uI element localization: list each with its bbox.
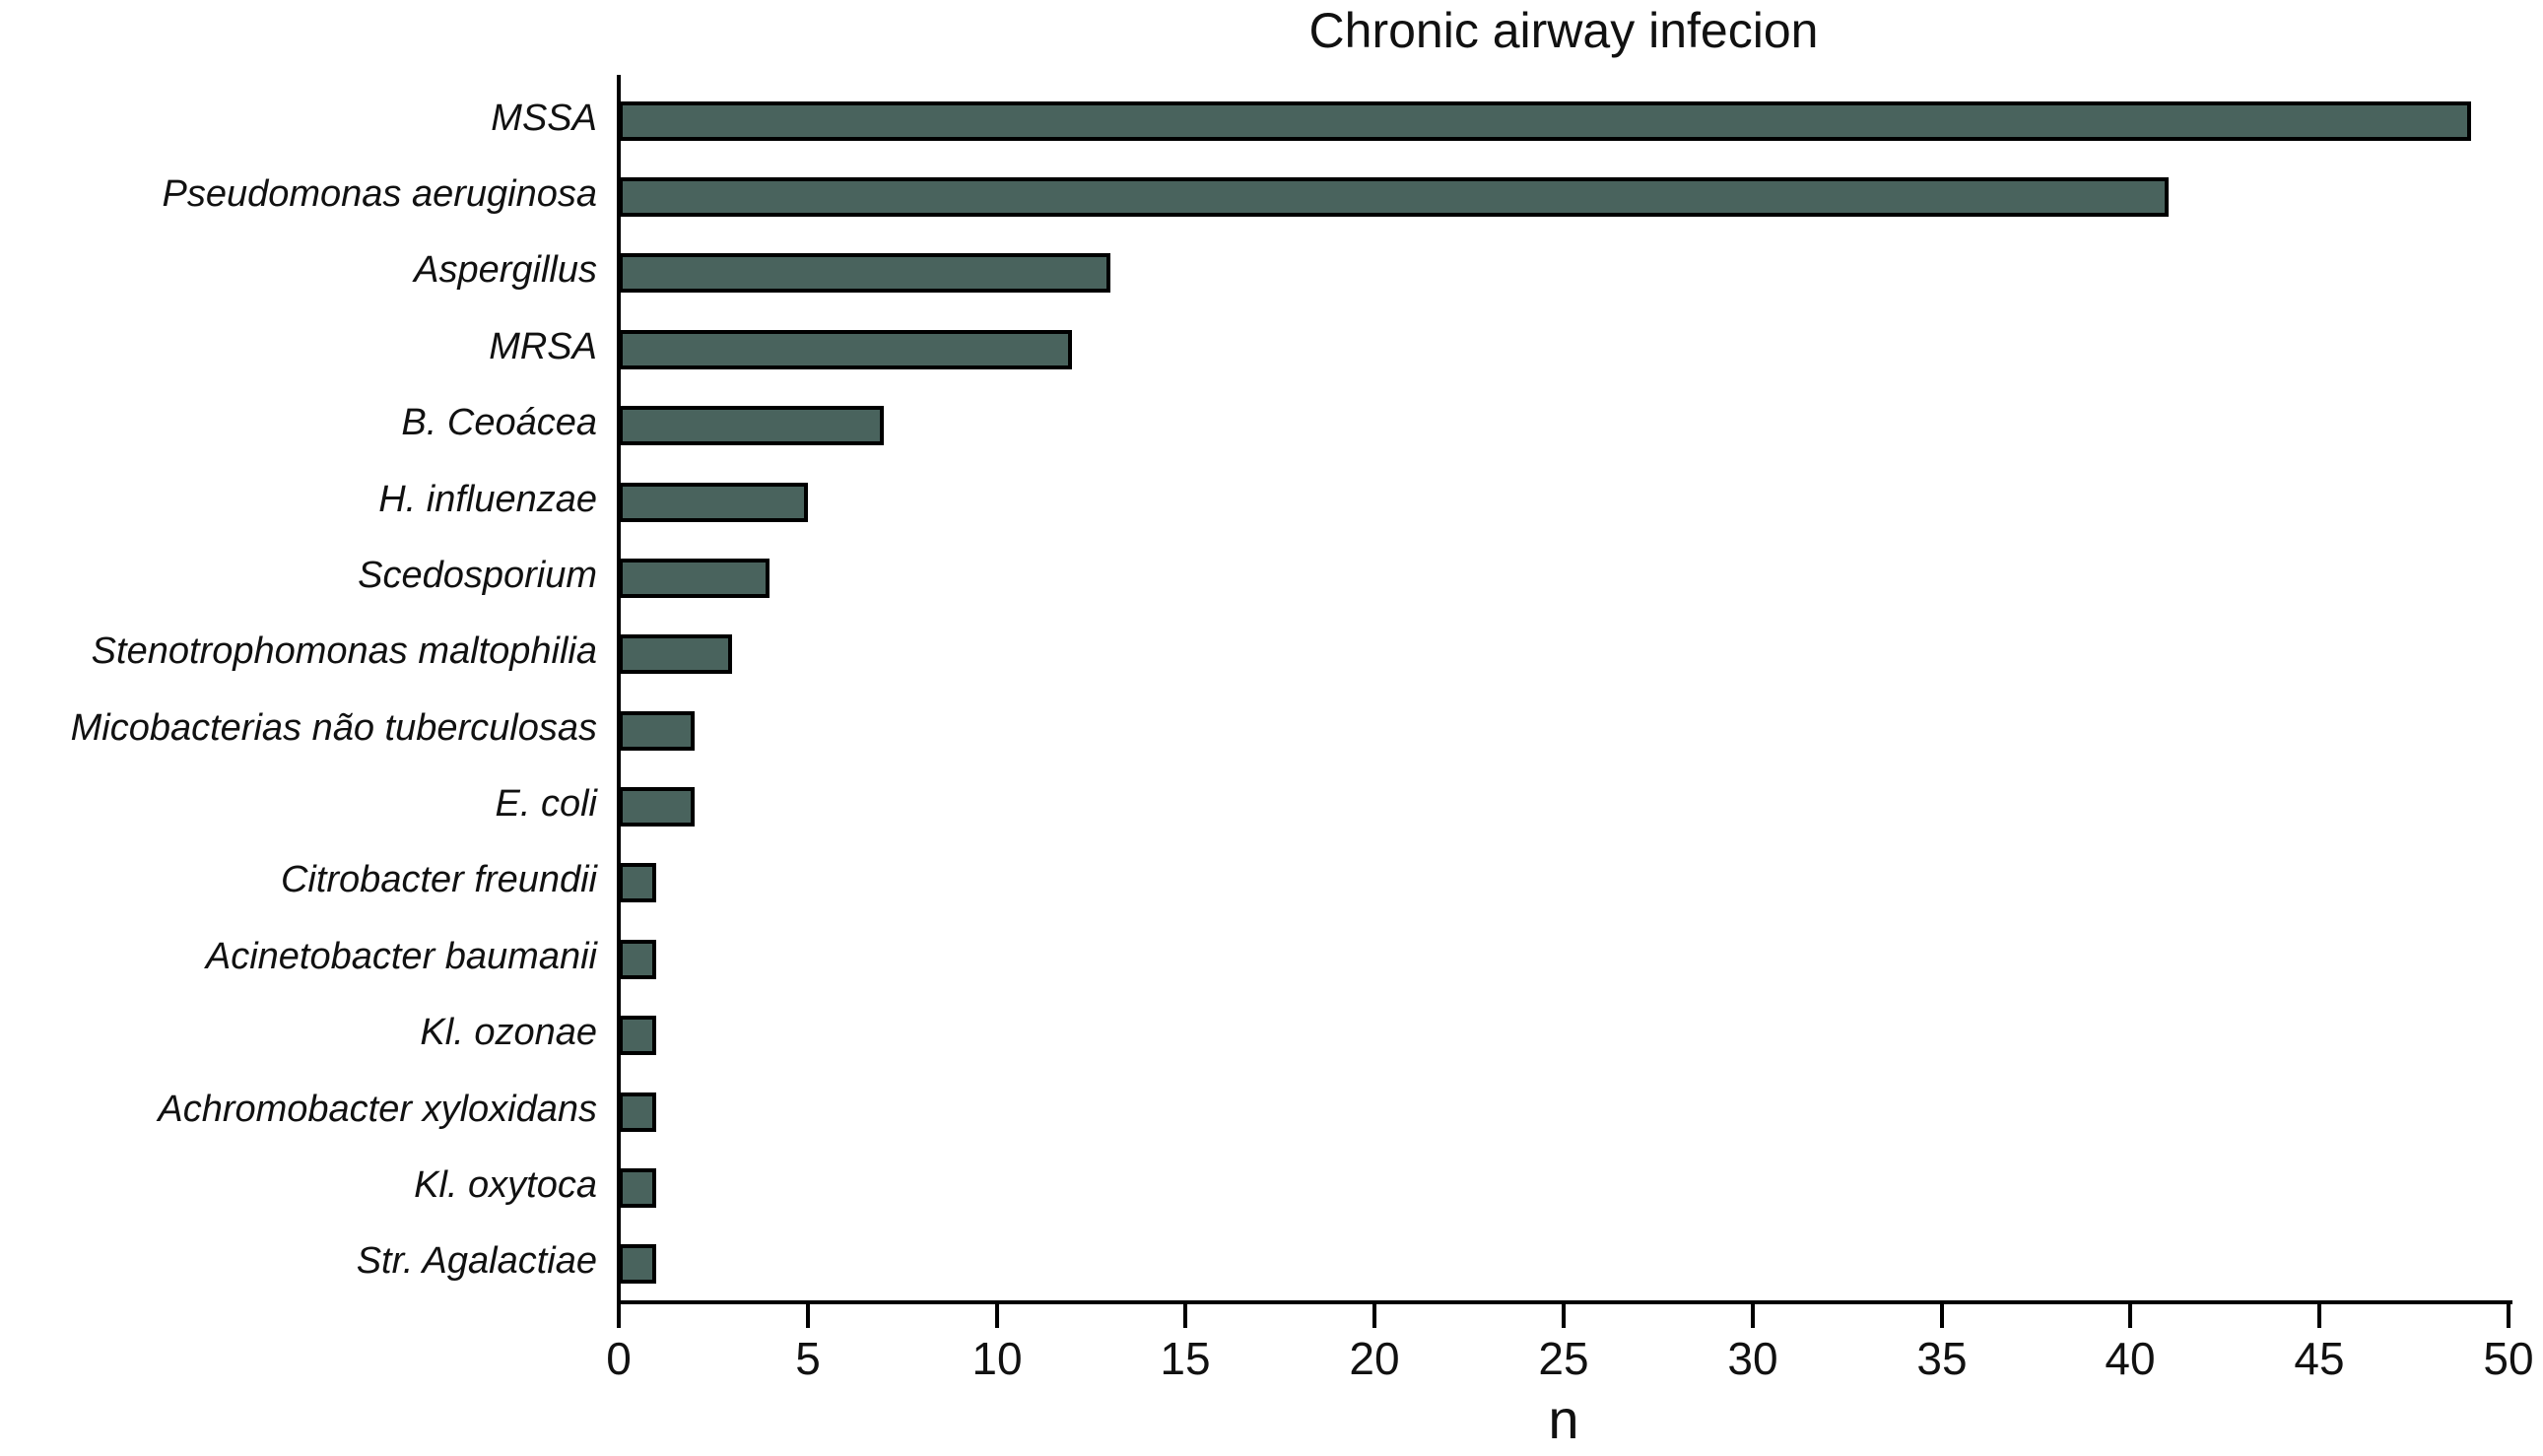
x-tick-label: 0 <box>606 1333 632 1384</box>
x-tick-label: 40 <box>2105 1333 2156 1384</box>
category-label: Scedosporium <box>358 555 597 596</box>
category-label: H. influenzae <box>378 479 597 520</box>
x-tick-mark <box>2317 1302 2321 1328</box>
category-label: B. Ceoácea <box>401 402 597 443</box>
bar-citrobacter-freundii <box>619 863 656 902</box>
category-label: Achromobacter xyloxidans <box>158 1089 597 1130</box>
x-tick-label: 25 <box>1538 1333 1589 1384</box>
x-tick-label: 35 <box>1916 1333 1968 1384</box>
x-tick-mark <box>2507 1302 2510 1328</box>
bar-b-ceo-cea <box>619 406 884 445</box>
x-tick-mark <box>995 1302 999 1328</box>
bar-pseudomonas-aeruginosa <box>619 177 2169 217</box>
x-tick-mark <box>1562 1302 1566 1328</box>
category-label: Kl. ozonae <box>420 1012 597 1053</box>
bar-achromobacter-xyloxidans <box>619 1092 656 1132</box>
category-label: Citrobacter freundii <box>280 859 597 900</box>
x-tick-label: 20 <box>1349 1333 1400 1384</box>
x-tick-mark <box>617 1302 621 1328</box>
bar-kl-ozonae <box>619 1016 656 1055</box>
category-label: E. coli <box>495 783 597 825</box>
category-label: Aspergillus <box>414 249 597 291</box>
x-tick-mark <box>1372 1302 1376 1328</box>
category-label: MSSA <box>491 98 597 139</box>
x-tick-label: 45 <box>2294 1333 2345 1384</box>
x-tick-mark <box>2128 1302 2132 1328</box>
category-label: Pseudomonas aeruginosa <box>162 173 597 215</box>
bar-str-agalactiae <box>619 1244 656 1284</box>
category-label: Kl. oxytoca <box>414 1164 597 1206</box>
chart-title: Chronic airway infecion <box>1308 3 1819 58</box>
bar-acinetobacter-baumanii <box>619 940 656 979</box>
x-tick-mark <box>1183 1302 1187 1328</box>
bar-scedosporium <box>619 559 770 598</box>
x-tick-mark <box>1940 1302 1944 1328</box>
x-tick-label: 15 <box>1160 1333 1211 1384</box>
x-tick-mark <box>1751 1302 1755 1328</box>
x-tick-mark <box>806 1302 810 1328</box>
bar-aspergillus <box>619 253 1110 293</box>
x-tick-label: 5 <box>795 1333 821 1384</box>
category-label: Stenotrophomonas maltophilia <box>91 630 597 672</box>
bar-mrsa <box>619 330 1072 369</box>
bar-micobacterias-n-o-tuberculosas <box>619 711 695 751</box>
y-axis-line <box>617 75 621 1328</box>
x-axis-label: n <box>1548 1388 1579 1450</box>
bar-mssa <box>619 101 2471 141</box>
bar-kl-oxytoca <box>619 1168 656 1208</box>
bar-h-influenzae <box>619 483 808 522</box>
category-label: Acinetobacter baumanii <box>205 936 597 977</box>
x-tick-label: 50 <box>2483 1333 2534 1384</box>
category-label: Micobacterias não tuberculosas <box>70 707 597 749</box>
category-label: MRSA <box>489 326 597 367</box>
x-tick-label: 30 <box>1727 1333 1778 1384</box>
bar-e-coli <box>619 787 695 827</box>
bar-stenotrophomonas-maltophilia <box>619 634 732 674</box>
x-tick-label: 10 <box>971 1333 1023 1384</box>
category-label: Str. Agalactiae <box>356 1240 597 1282</box>
